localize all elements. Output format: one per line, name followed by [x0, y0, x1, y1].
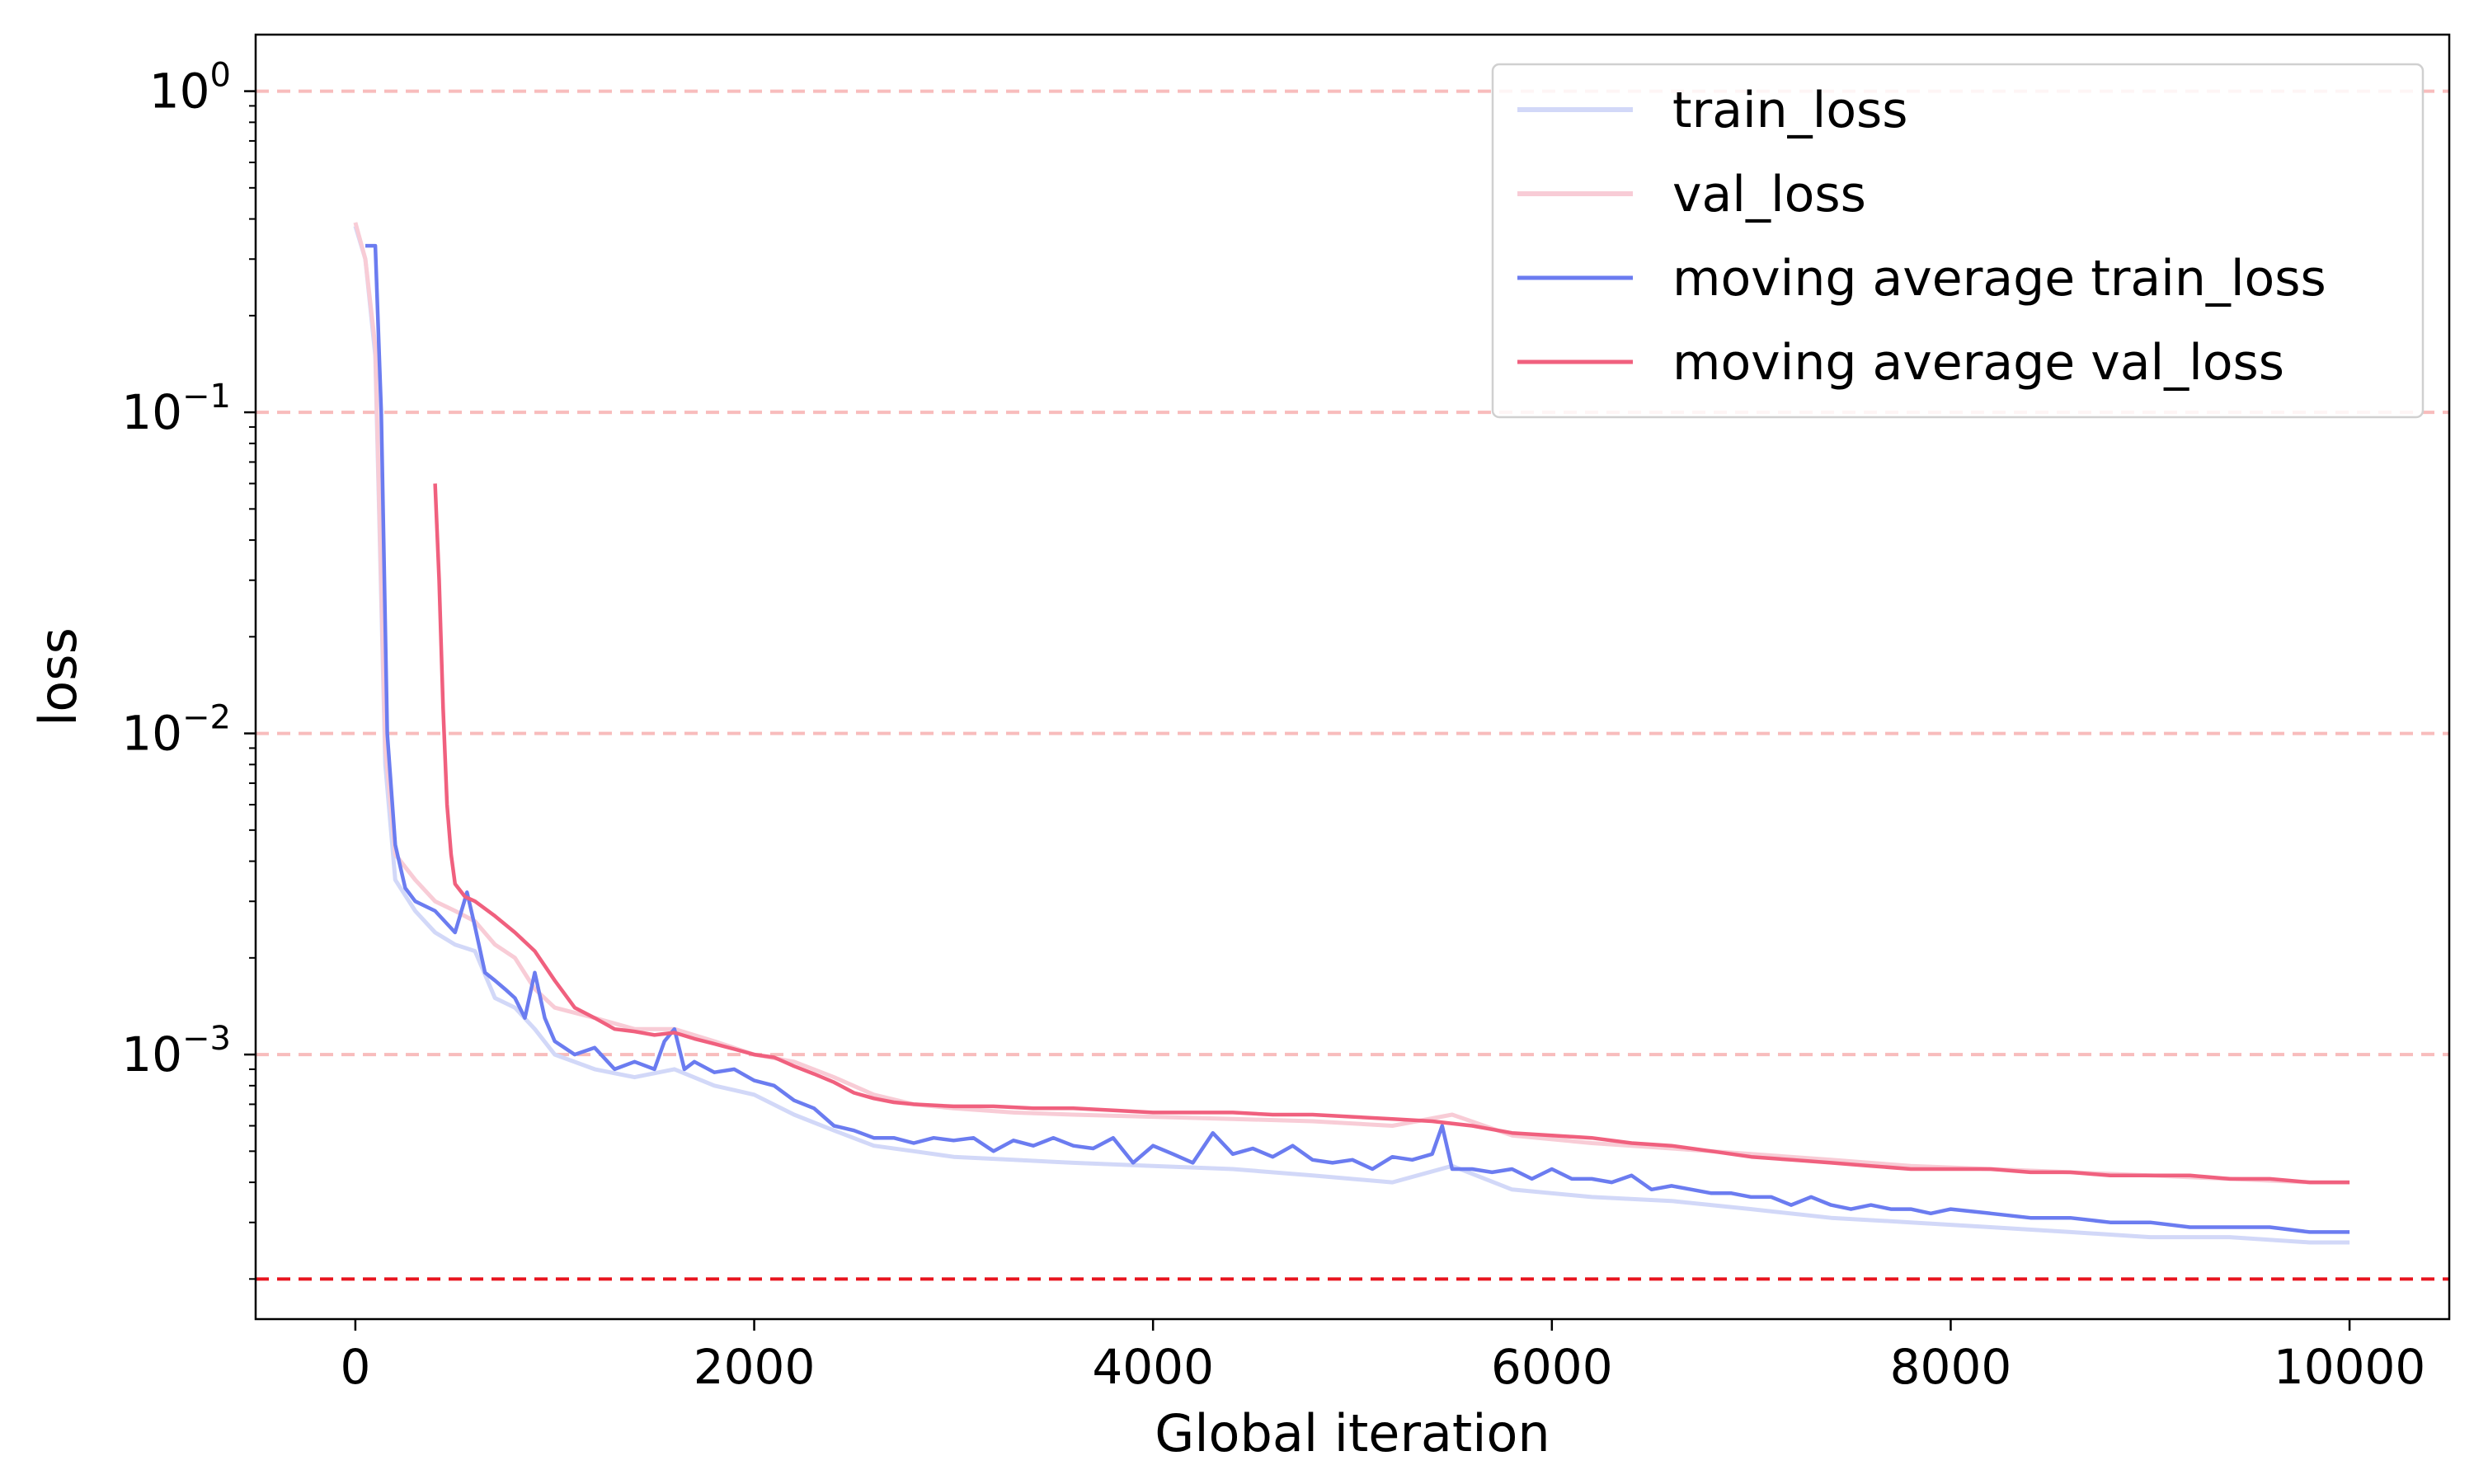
- legend-label-0: train_loss: [1672, 82, 1908, 139]
- legend-label-2: moving average train_loss: [1672, 250, 2326, 308]
- series-layer: [353, 222, 2350, 1245]
- x-tick-label-1: 2000: [694, 1339, 816, 1395]
- legend-label-1: val_loss: [1672, 166, 1866, 223]
- x-tick-label-2: 4000: [1092, 1339, 1214, 1395]
- y-tick-label-3: 10−3: [121, 1020, 231, 1082]
- x-axis-label: Global iteration: [1155, 1403, 1550, 1463]
- x-tick-label-3: 6000: [1491, 1339, 1613, 1395]
- y-tick-label-0: 100: [149, 57, 231, 120]
- series-line-3: [433, 483, 2350, 1185]
- y-axis: 100 10−1 10−2 10−3: [121, 57, 256, 1280]
- plot-frame: [254, 33, 2451, 1321]
- legend-label-3: moving average val_loss: [1672, 334, 2284, 392]
- y-tick-label-1: 10−1: [121, 378, 231, 440]
- x-axis: 0 2000 4000 6000 8000 10000: [340, 1319, 2425, 1395]
- x-tick-label-5: 10000: [2274, 1339, 2426, 1395]
- y-tick-label-2: 10−2: [121, 699, 231, 762]
- legend-box: [1491, 63, 2425, 419]
- series-line-0: [353, 225, 2350, 1245]
- y-axis-label: loss: [28, 627, 88, 726]
- x-tick-label-0: 0: [340, 1339, 370, 1395]
- series-line-1: [353, 222, 2350, 1185]
- series-line-2: [365, 243, 2350, 1234]
- x-tick-label-4: 8000: [1890, 1339, 2012, 1395]
